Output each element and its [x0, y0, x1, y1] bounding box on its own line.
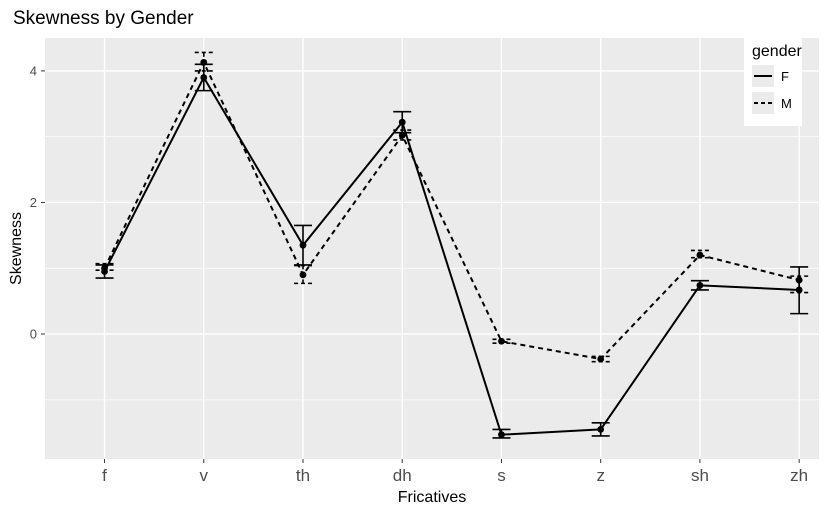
data-point-M — [795, 276, 803, 284]
data-point-M — [200, 58, 208, 66]
data-point-F — [299, 241, 307, 249]
x-tick-label: s — [497, 466, 506, 485]
gridlines — [45, 38, 819, 459]
data-point-M — [696, 251, 704, 259]
legend-title: gender — [752, 43, 802, 60]
series-F — [95, 63, 809, 439]
data-point-M — [498, 337, 505, 345]
data-point-F — [696, 281, 704, 289]
data-point-F — [200, 74, 208, 81]
x-tick-label: f — [102, 466, 107, 485]
series-line-M — [103, 61, 800, 361]
x-tick-label: v — [200, 466, 209, 485]
error-bar-M — [790, 275, 809, 294]
legend: gender FM — [744, 36, 802, 126]
plot-panel — [45, 38, 819, 459]
x-axis-ticks: f v th dh s z sh zh — [102, 459, 808, 485]
data-point-F — [597, 425, 605, 433]
series-line-F — [103, 76, 800, 436]
series-layer — [95, 51, 809, 439]
y-tick-label: 4 — [30, 63, 37, 78]
data-point-M — [299, 271, 307, 279]
data-point-F — [398, 118, 406, 126]
data-point-M — [597, 355, 605, 363]
data-point-M — [101, 264, 108, 272]
x-tick-label: th — [296, 466, 310, 485]
data-point-F — [498, 431, 505, 439]
y-tick-label: 0 — [30, 327, 37, 342]
legend-label-F: F — [781, 69, 789, 84]
x-tick-label: z — [596, 466, 605, 485]
x-tick-label: zh — [790, 466, 808, 485]
data-point-M — [398, 131, 406, 139]
y-tick-label: 2 — [30, 195, 37, 210]
chart-title: Skewness by Gender — [13, 8, 194, 29]
y-axis-label: Skewness — [8, 212, 25, 285]
series-M — [95, 51, 809, 363]
y-axis-ticks: 0 2 4 — [30, 63, 45, 342]
legend-label-M: M — [781, 96, 792, 111]
x-tick-label: dh — [393, 466, 412, 485]
legend-items: FM — [752, 65, 792, 114]
x-tick-label: sh — [691, 466, 709, 485]
x-axis-label: Fricatives — [398, 489, 466, 506]
